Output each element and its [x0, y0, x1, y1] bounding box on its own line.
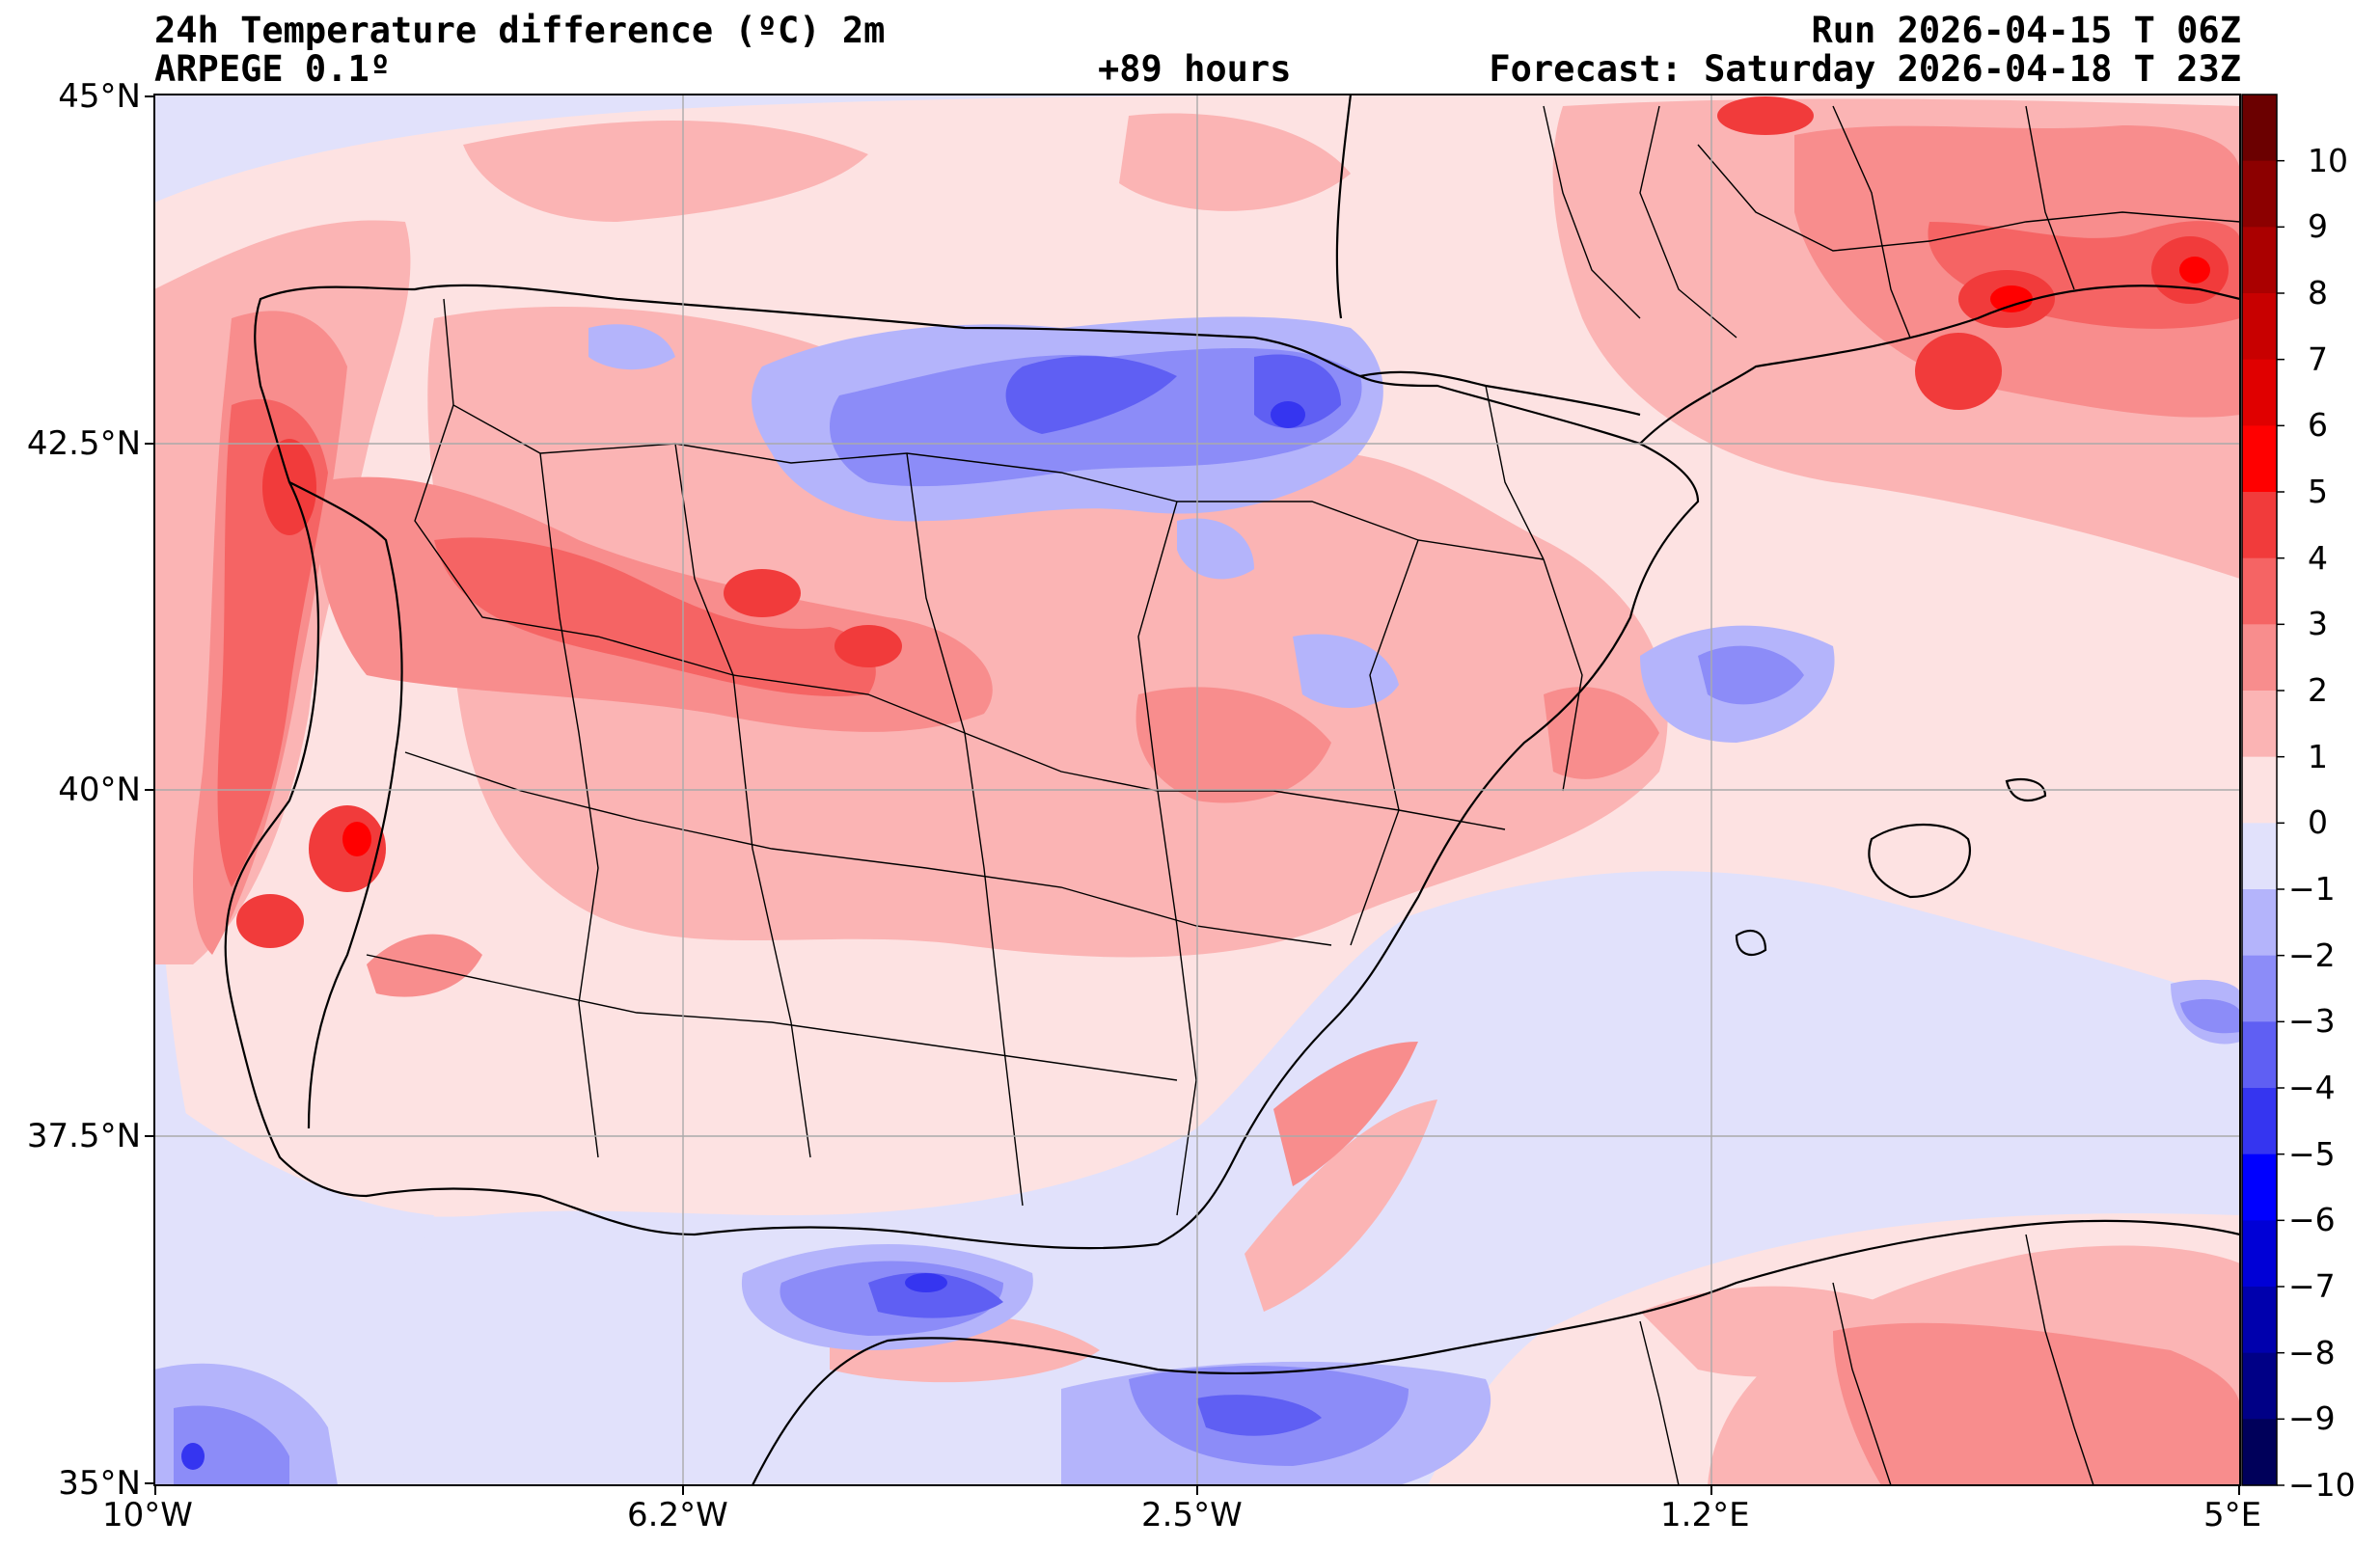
cold-3-patches [868, 354, 1341, 1436]
colorbar-swatch [2242, 1287, 2277, 1354]
model-label: ARPEGE 0.1º [154, 48, 392, 90]
colorbar-label: −3 [2288, 1002, 2336, 1041]
lead-time-label: +89 hours [1098, 48, 1292, 90]
colorbar-swatch [2242, 359, 2277, 426]
majorca-island [1868, 824, 1971, 899]
colorbar-label: 1 [2308, 737, 2328, 775]
ibiza-island [1735, 929, 1767, 957]
colorbar-swatch [2242, 1021, 2277, 1089]
colorbar-swatch [2242, 1352, 2277, 1420]
colorbar-label: −6 [2288, 1201, 2336, 1239]
colorbar-label: 5 [2308, 473, 2328, 510]
colorbar-label: −5 [2288, 1134, 2336, 1173]
colorbar-swatch [2242, 492, 2277, 559]
cold-4-patches [181, 401, 1305, 1470]
minorca-island [2005, 778, 2047, 802]
iberia-coastline [224, 284, 1700, 1250]
colorbar-label: −9 [2288, 1399, 2336, 1438]
colorbar-swatch [2242, 1153, 2277, 1221]
colorbar-label: 10 [2308, 141, 2348, 179]
tick-marks [145, 95, 2240, 1495]
colorbar-swatch [2242, 955, 2277, 1022]
france-coast [1335, 95, 2240, 445]
colorbar-label: −7 [2288, 1267, 2336, 1305]
lat-label-40: 40°N [58, 771, 141, 809]
colorbar-swatch [2242, 756, 2277, 824]
province-borders [366, 105, 2240, 1485]
lat-label-45: 45°N [58, 77, 141, 116]
run-label: Run 2026-04-15 T 06Z [1811, 10, 2241, 51]
warm-5-patches [342, 257, 2210, 856]
colorbar-swatch [2242, 425, 2277, 493]
lon-label-6-2w: 6.2°W [627, 1496, 728, 1534]
portugal-spain-border [288, 481, 403, 1129]
lat-label-37-5: 37.5°N [26, 1117, 141, 1155]
colorbar-label: 7 [2308, 339, 2328, 378]
colorbar-swatch [2242, 293, 2277, 361]
forecast-label: Forecast: Saturday 2026-04-18 T 23Z [1489, 48, 2241, 90]
colorbar-label: 3 [2308, 605, 2328, 643]
colorbar-label: 0 [2308, 803, 2328, 842]
colorbar-swatch [2242, 160, 2277, 228]
colorbar-label: 8 [2308, 274, 2328, 312]
colorbar-swatch [2242, 95, 2277, 162]
colorbar-label: 2 [2308, 671, 2328, 709]
colorbar-swatch [2242, 1088, 2277, 1155]
lon-label-1-2e: 1.2°E [1660, 1496, 1750, 1534]
colorbar-swatch [2242, 691, 2277, 758]
colorbar-swatch [2242, 1419, 2277, 1486]
map-title: 24h Temperature difference (ºC) 2m [154, 10, 886, 51]
colorbar [2242, 95, 2284, 1486]
colorbar-label: 9 [2308, 207, 2328, 246]
colorbar-label: −4 [2288, 1069, 2336, 1106]
graticule [154, 95, 2240, 1485]
colorbar-label: −10 [2288, 1466, 2356, 1504]
colorbar-label: 6 [2308, 406, 2328, 445]
colorbar-swatch [2242, 227, 2277, 294]
colorbar-label: −2 [2288, 936, 2336, 974]
colorbar-label: −8 [2288, 1333, 2336, 1371]
colorbar-swatch [2242, 557, 2277, 625]
colorbar-label: −1 [2288, 870, 2336, 908]
colorbar-frame [2241, 94, 2278, 1486]
lat-label-42-5: 42.5°N [26, 424, 141, 463]
colorbar-label: 4 [2308, 538, 2328, 577]
lat-label-35: 35°N [58, 1464, 141, 1503]
coastlines [224, 95, 2240, 1485]
lon-label-2-5w: 2.5°W [1141, 1496, 1243, 1534]
lon-label-10w: 10°W [102, 1496, 193, 1534]
colorbar-swatch [2242, 1220, 2277, 1288]
colorbar-swatch [2242, 889, 2277, 957]
colorbar-swatch [2242, 823, 2277, 890]
lon-label-5e: 5°E [2203, 1496, 2262, 1534]
colorbar-swatch [2242, 624, 2277, 692]
africa-coast [752, 1219, 2240, 1485]
